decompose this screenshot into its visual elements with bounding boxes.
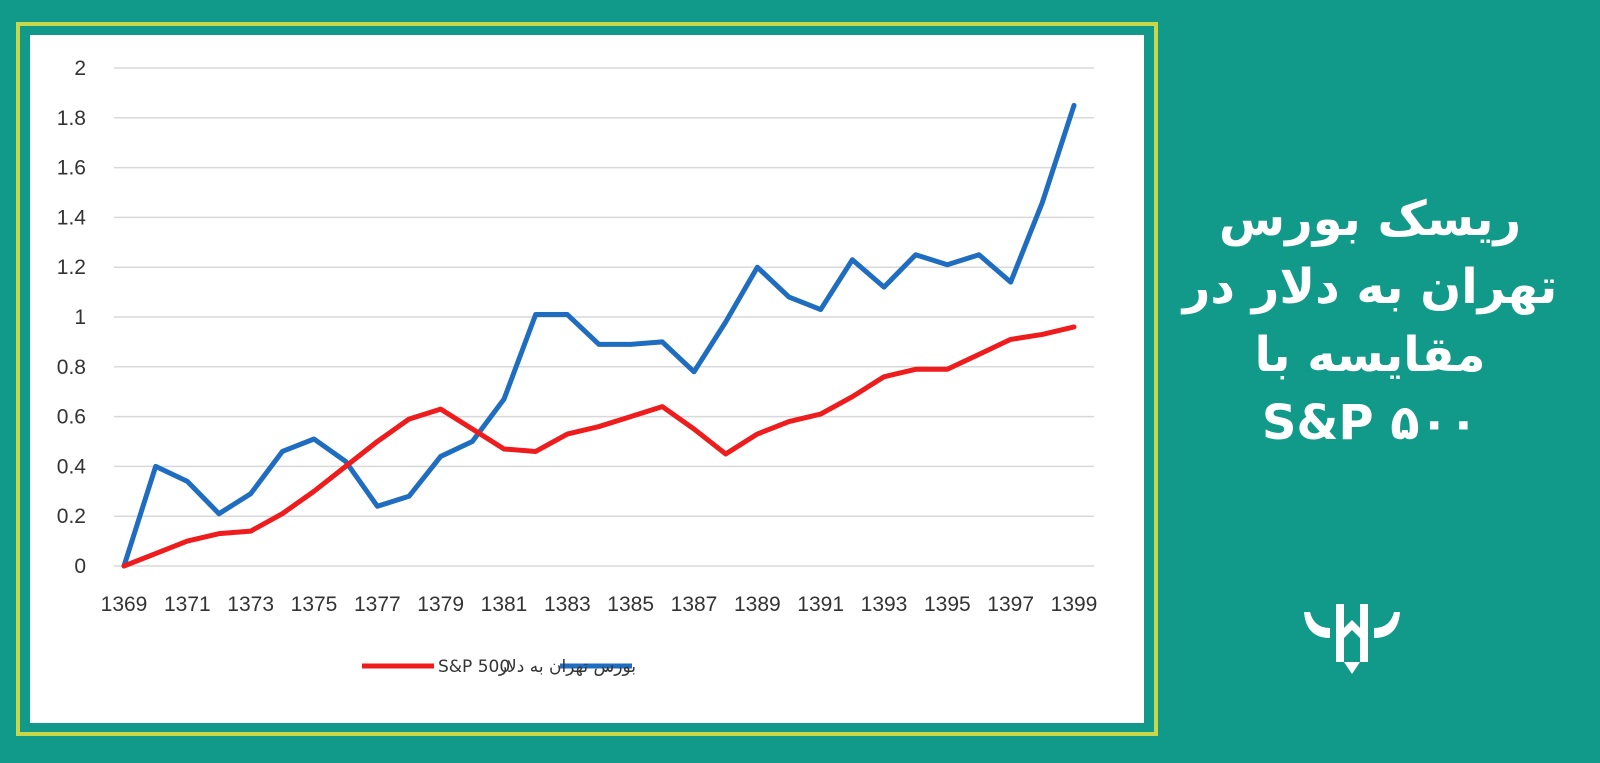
y-tick-label: 2 <box>74 57 86 80</box>
y-tick-label: 0 <box>74 555 86 578</box>
x-tick-label: 1377 <box>354 593 401 616</box>
y-tick-label: 0.4 <box>57 455 87 478</box>
title-line-3: مقایسه با <box>1254 327 1486 383</box>
x-tick-label: 1389 <box>734 593 781 616</box>
y-tick-label: 1.8 <box>57 107 86 130</box>
x-tick-label: 1383 <box>544 593 591 616</box>
x-axis-ticks: 1369 1371 1373 1375 1377 1379 1381 1383 1385 1387… <box>101 593 1098 616</box>
title-line-1: ریسک بورس <box>1218 191 1522 247</box>
x-tick-label: 1379 <box>417 593 464 616</box>
series-lines <box>121 102 1077 569</box>
y-axis-ticks: 0 0.2 0.4 0.6 0.8 1 1.2 1.4 1.6 1.8 2 <box>57 57 87 578</box>
chart-panel: 0 0.2 0.4 0.6 0.8 1 1.2 1.4 1.6 1.8 2 1369 1371 1373… <box>30 35 1144 723</box>
title-line-2: تهران به دلار در <box>1182 259 1558 315</box>
y-tick-label: 1.4 <box>57 206 87 229</box>
y-tick-label: 0.6 <box>57 406 86 429</box>
x-tick-label: 1397 <box>987 593 1034 616</box>
y-tick-label: 0.8 <box>57 356 86 379</box>
x-tick-label: 1399 <box>1051 593 1098 616</box>
legend-label-tehran: بورس تهران به دلار <box>498 657 636 677</box>
x-tick-label: 1385 <box>607 593 654 616</box>
x-tick-label: 1375 <box>291 593 338 616</box>
chart-frame <box>16 22 1158 736</box>
bull-horns-logo-icon <box>1304 604 1400 674</box>
title-line-4: S&P ۵۰۰ <box>1261 395 1479 451</box>
series-line-sp500 <box>121 324 1077 569</box>
y-tick-label: 0.2 <box>57 505 86 528</box>
y-tick-label: 1 <box>74 306 86 329</box>
x-tick-label: 1371 <box>164 593 211 616</box>
grid-lines <box>114 67 1094 567</box>
chart-legend: S&P 500 بورس تهران به دلار <box>362 657 636 677</box>
x-tick-label: 1369 <box>101 593 148 616</box>
line-chart: 0 0.2 0.4 0.6 0.8 1 1.2 1.4 1.6 1.8 2 1369 1371 1373… <box>57 57 1098 677</box>
x-tick-label: 1395 <box>924 593 971 616</box>
x-tick-label: 1381 <box>481 593 528 616</box>
x-tick-label: 1387 <box>671 593 718 616</box>
legend-label-sp500: S&P 500 <box>438 657 510 677</box>
x-tick-label: 1393 <box>861 593 908 616</box>
page-title: ریسک بورس تهران به دلار در مقایسه با S&P… <box>1160 185 1580 457</box>
x-tick-label: 1391 <box>797 593 844 616</box>
series-line-tehran <box>121 102 1077 569</box>
y-tick-label: 1.2 <box>57 256 86 279</box>
y-tick-label: 1.6 <box>57 157 86 180</box>
x-tick-label: 1373 <box>227 593 274 616</box>
